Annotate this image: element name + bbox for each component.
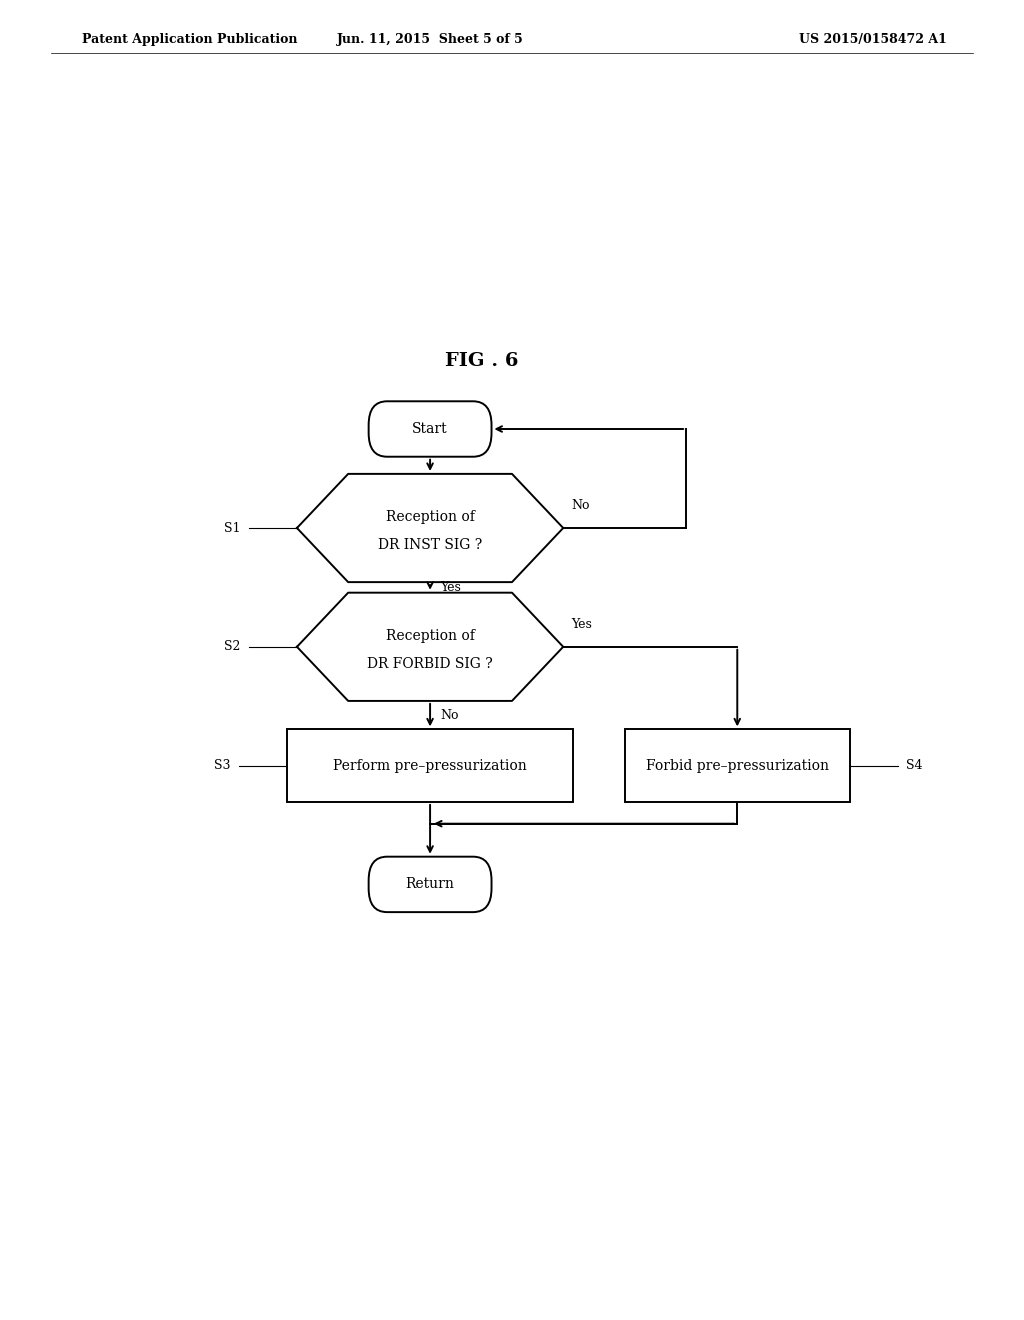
Text: DR FORBID SIG ?: DR FORBID SIG ? [368,657,493,671]
Text: S3: S3 [214,759,230,772]
Text: Return: Return [406,878,455,891]
Text: No: No [440,709,459,722]
FancyBboxPatch shape [369,857,492,912]
Text: No: No [571,499,590,512]
Text: Reception of: Reception of [386,630,474,643]
Text: Patent Application Publication: Patent Application Publication [82,33,297,46]
Text: Perform pre–pressurization: Perform pre–pressurization [333,759,527,772]
Text: Start: Start [413,422,447,436]
Text: Forbid pre–pressurization: Forbid pre–pressurization [646,759,828,772]
Text: S1: S1 [224,521,241,535]
Text: US 2015/0158472 A1: US 2015/0158472 A1 [799,33,946,46]
Text: Yes: Yes [571,618,592,631]
Text: DR INST SIG ?: DR INST SIG ? [378,539,482,552]
Text: FIG . 6: FIG . 6 [444,351,518,370]
Text: Yes: Yes [440,581,461,594]
Bar [287,729,573,803]
FancyBboxPatch shape [369,401,492,457]
Text: S4: S4 [906,759,923,772]
Text: Reception of: Reception of [386,511,474,524]
Text: S2: S2 [224,640,241,653]
Bar [625,729,850,803]
Text: Jun. 11, 2015  Sheet 5 of 5: Jun. 11, 2015 Sheet 5 of 5 [337,33,523,46]
